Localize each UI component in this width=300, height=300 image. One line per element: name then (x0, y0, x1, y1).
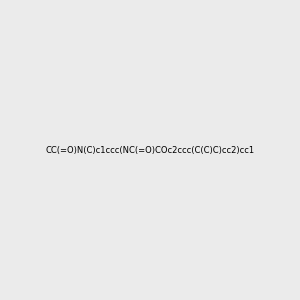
Text: CC(=O)N(C)c1ccc(NC(=O)COc2ccc(C(C)C)cc2)cc1: CC(=O)N(C)c1ccc(NC(=O)COc2ccc(C(C)C)cc2)… (45, 146, 255, 154)
